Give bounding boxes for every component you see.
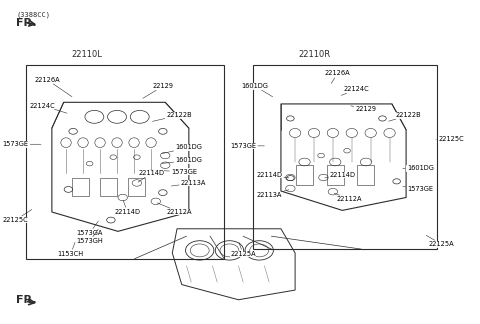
Text: 22129: 22129 [143,83,173,98]
Text: 22110R: 22110R [298,50,330,59]
Text: 1573GE: 1573GE [403,186,433,192]
Text: 22129: 22129 [351,106,376,112]
Text: 1601DG: 1601DG [241,83,273,97]
Text: 22124C: 22124C [30,102,67,113]
Text: 1601DG: 1601DG [403,166,434,171]
Text: 22112A: 22112A [334,193,362,202]
Text: 22114D: 22114D [138,170,164,182]
Bar [358,165,374,185]
Text: 22114D: 22114D [325,172,355,178]
Text: 22125C: 22125C [436,136,464,143]
Text: 22122B: 22122B [153,112,192,122]
Text: 22114D: 22114D [256,172,289,178]
Text: 1573GA: 1573GA [76,221,103,236]
Text: 1573GE: 1573GE [2,141,41,147]
Bar [100,178,117,196]
Text: 22113A: 22113A [171,180,206,186]
Bar [296,165,313,185]
Text: (3388CC): (3388CC) [16,12,50,18]
Text: 22113A: 22113A [256,190,289,198]
Text: 22122B: 22122B [388,112,421,121]
Bar [327,165,344,185]
Bar [26,65,224,259]
Text: 22125C: 22125C [2,210,32,223]
Text: 22125A: 22125A [230,242,256,257]
Bar [128,178,145,196]
Text: 22125A: 22125A [426,235,455,247]
Text: FR.: FR. [16,295,37,305]
Text: 22110L: 22110L [72,50,103,59]
Text: 1573GE: 1573GE [150,169,197,175]
Text: 1601DG: 1601DG [162,145,202,154]
Text: 22124C: 22124C [341,87,370,95]
Bar [252,65,437,249]
Text: 22114D: 22114D [114,201,141,215]
Text: 22126A: 22126A [35,77,72,97]
Text: 1601DG: 1601DG [162,157,202,163]
Text: 22126A: 22126A [325,70,350,83]
Text: 1573GH: 1573GH [76,229,103,244]
Text: FR.: FR. [16,18,37,29]
Bar [72,178,89,196]
Text: 1153CH: 1153CH [58,242,84,257]
Text: 22112A: 22112A [157,203,192,215]
Text: 1573GE: 1573GE [230,143,264,149]
